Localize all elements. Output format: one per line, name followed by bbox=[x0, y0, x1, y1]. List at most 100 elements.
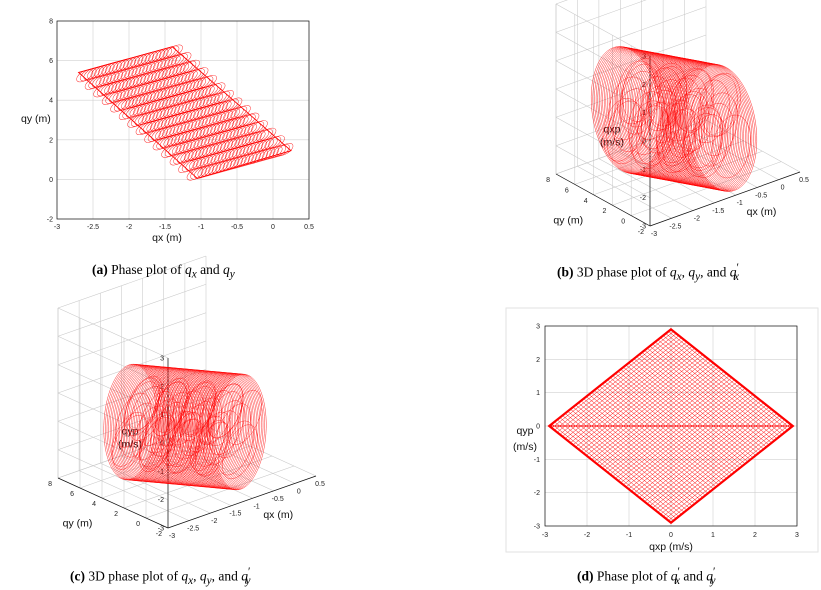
trajectory-loop bbox=[165, 124, 183, 137]
trajectory-loop bbox=[150, 118, 167, 132]
trajectory-inner-loop bbox=[672, 67, 713, 132]
trajectory-inner-loop bbox=[138, 391, 175, 446]
mesh-line bbox=[564, 413, 688, 511]
x-tick-label: -1 bbox=[737, 200, 743, 207]
z-tick-label: 3 bbox=[160, 356, 164, 363]
trajectory-loop bbox=[185, 158, 202, 171]
x-tick-label: -0.5 bbox=[231, 224, 243, 231]
trajectory-inner-loop bbox=[208, 400, 245, 456]
backwall-grid-z bbox=[555, 34, 707, 90]
x-tick-label: 0.5 bbox=[799, 177, 809, 184]
trajectory-loop bbox=[109, 90, 126, 103]
x-tick-label: 0.5 bbox=[315, 481, 325, 488]
backwall-grid-z bbox=[555, 0, 568, 5]
trajectory-inner-loop bbox=[683, 104, 723, 169]
backwall-grid-z bbox=[57, 284, 207, 337]
y-axis-line bbox=[57, 477, 169, 529]
x-tick-label: -1.5 bbox=[712, 208, 724, 215]
trajectory-loop bbox=[122, 76, 139, 90]
trajectory-loop bbox=[205, 83, 222, 97]
trajectory-loop bbox=[119, 57, 137, 71]
trajectory-inner-loop bbox=[206, 391, 243, 446]
trajectory-loop bbox=[230, 135, 248, 149]
trajectory-loop bbox=[205, 113, 222, 126]
trajectory-envelope bbox=[77, 46, 292, 179]
trajectory-loop bbox=[144, 100, 161, 114]
x-tick-label: 0 bbox=[271, 224, 275, 231]
x-tick-label: -3 bbox=[169, 533, 175, 540]
y-tick-label: 8 bbox=[49, 19, 53, 26]
mesh-line bbox=[639, 400, 762, 498]
trajectory-loop bbox=[229, 155, 247, 169]
trajectory-loop bbox=[167, 54, 185, 67]
trajectory-loop bbox=[106, 71, 123, 84]
trajectory-loop bbox=[102, 72, 120, 85]
sidewall-grid-z bbox=[555, 145, 651, 198]
trajectory-inner-loop bbox=[126, 375, 163, 431]
trajectory-inner-loop bbox=[195, 411, 231, 467]
trajectory-loop bbox=[195, 125, 213, 139]
trajectory-loop bbox=[185, 128, 202, 142]
x-tick-label: -1 bbox=[253, 503, 259, 510]
diamond-outline bbox=[547, 327, 795, 525]
mesh-line bbox=[575, 404, 698, 502]
x-tick-label: -2 bbox=[584, 532, 590, 539]
z-tick-label: -3 bbox=[158, 526, 164, 533]
trajectory-inner-loop bbox=[633, 76, 673, 140]
trajectory-loop bbox=[238, 133, 255, 147]
trajectory-loop bbox=[118, 77, 136, 91]
trajectory-inner-loop bbox=[226, 390, 263, 445]
y-tick-label: 0 bbox=[49, 177, 53, 184]
sidewall-grid-z bbox=[555, 32, 651, 85]
backwall-grid-z bbox=[555, 6, 707, 61]
trajectory-loop bbox=[200, 74, 217, 88]
trajectory-inner-loop bbox=[197, 390, 234, 445]
mesh-line bbox=[604, 381, 727, 479]
trajectory-loop bbox=[128, 65, 145, 78]
trajectory-loop bbox=[108, 60, 126, 74]
trajectory-loop bbox=[214, 100, 232, 114]
y-tick-label: 6 bbox=[49, 58, 53, 65]
trajectory-loop bbox=[234, 134, 252, 148]
trajectory-loop bbox=[273, 144, 290, 157]
mesh-line bbox=[583, 398, 706, 496]
trajectory-loop bbox=[131, 93, 149, 107]
trajectory-loop bbox=[683, 63, 754, 192]
trajectory-loop bbox=[191, 146, 208, 160]
trajectory-inner-loop bbox=[641, 67, 682, 132]
trajectory-inner-loop bbox=[682, 113, 722, 177]
trajectory-loop bbox=[167, 83, 185, 97]
trajectory-loop bbox=[221, 118, 238, 132]
trajectory-loop bbox=[175, 141, 193, 154]
trajectory-loop bbox=[682, 63, 753, 191]
trajectory-loop bbox=[208, 132, 225, 145]
trajectory-loop bbox=[172, 92, 190, 106]
trajectory-loop bbox=[128, 94, 145, 108]
trajectory-inner-loop bbox=[207, 383, 244, 439]
y-axis-label: qyp bbox=[517, 425, 534, 437]
trajectory-inner-loop bbox=[112, 414, 148, 470]
trajectory-loop bbox=[256, 128, 273, 142]
x-axis-label: qxp (m/s) bbox=[649, 541, 693, 553]
x-tick-label: -2.5 bbox=[669, 223, 681, 230]
trajectory-loop bbox=[163, 104, 180, 118]
trajectory-loop bbox=[268, 135, 285, 149]
trajectory-loop bbox=[142, 61, 159, 74]
trajectory-loop bbox=[230, 106, 248, 119]
trajectory-loop bbox=[202, 94, 220, 107]
trajectory-loop bbox=[680, 63, 751, 191]
trajectory-loop bbox=[182, 139, 200, 152]
y-tick-label: 8 bbox=[546, 177, 550, 184]
trajectory-loop bbox=[166, 103, 184, 117]
trajectory-loop bbox=[115, 58, 133, 72]
x-tick-label: -1 bbox=[198, 224, 204, 231]
trajectory-loop bbox=[224, 117, 242, 131]
mesh-line bbox=[615, 381, 738, 479]
x-tick-label: 0 bbox=[781, 185, 785, 192]
trajectory-loop bbox=[240, 123, 257, 137]
trajectory-inner-loop bbox=[647, 62, 687, 127]
trajectory-inner-loop bbox=[701, 72, 741, 137]
trajectory-loop bbox=[188, 68, 205, 82]
mesh-line bbox=[649, 409, 772, 507]
mesh-line bbox=[554, 421, 677, 519]
